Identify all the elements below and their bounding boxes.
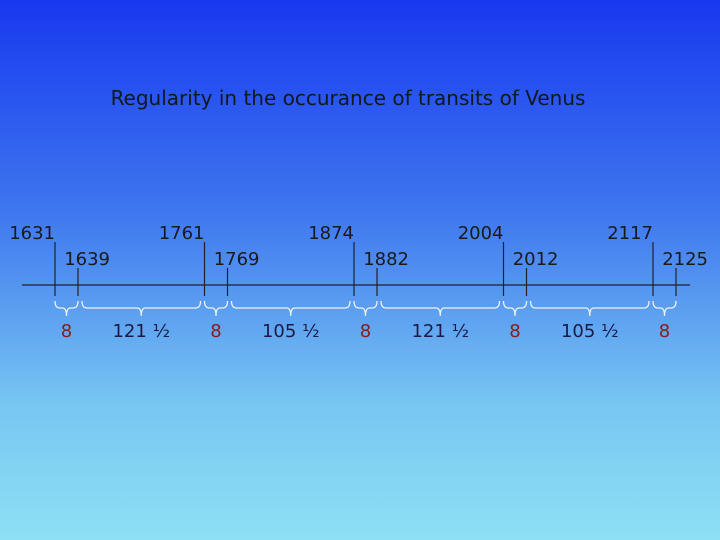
- year-label: 2012: [513, 249, 559, 270]
- interval-label: 8: [61, 321, 72, 342]
- year-label: 1874: [308, 223, 354, 244]
- year-label: 1639: [64, 249, 110, 270]
- year-label: 1882: [363, 249, 409, 270]
- brace: [54, 300, 79, 317]
- interval-label: 105 ½: [262, 321, 320, 342]
- brace: [81, 300, 202, 317]
- interval-label: 8: [210, 321, 221, 342]
- brace: [230, 300, 351, 317]
- title: Regularity in the occurance of transits …: [111, 86, 586, 110]
- interval-label: 8: [509, 321, 520, 342]
- brace: [203, 300, 229, 317]
- brace: [529, 300, 650, 317]
- year-label: 1761: [159, 223, 205, 244]
- interval-label: 8: [659, 321, 670, 342]
- interval-label: 8: [360, 321, 371, 342]
- brace: [380, 300, 501, 317]
- interval-label: 121 ½: [411, 321, 469, 342]
- brace: [353, 300, 378, 317]
- brace: [652, 300, 677, 317]
- year-label: 2004: [458, 223, 504, 244]
- year-label: 2125: [662, 249, 708, 270]
- year-label: 1631: [9, 223, 55, 244]
- interval-label: 121 ½: [112, 321, 170, 342]
- year-label: 1769: [214, 249, 260, 270]
- year-label: 2117: [607, 223, 653, 244]
- interval-label: 105 ½: [561, 321, 619, 342]
- brace: [502, 300, 528, 317]
